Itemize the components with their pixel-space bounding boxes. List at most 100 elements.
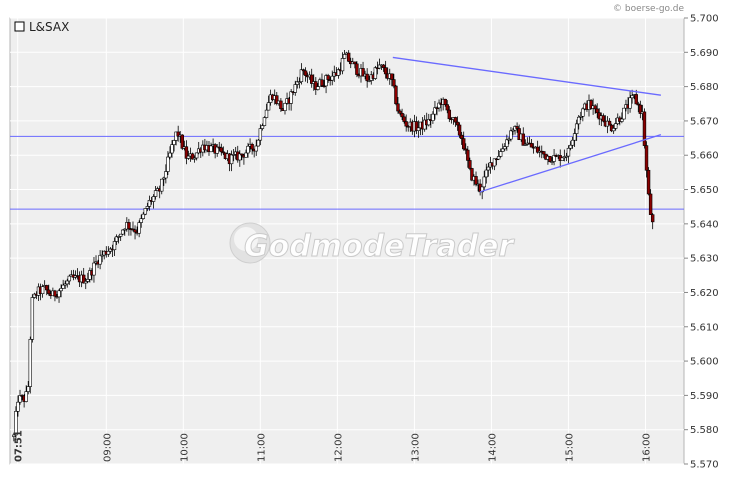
legend-swatch [14,21,25,32]
candle-body [151,196,156,202]
candle-body [568,144,573,149]
candle-body [180,134,184,149]
candle-body [81,274,86,284]
watermark-text: GodmodeTrader [244,229,515,264]
candle-body [414,121,419,131]
candle-body [279,100,283,110]
candle-body [443,98,447,105]
gridlines [10,17,684,465]
candle-body [168,152,172,158]
trend-line [392,56,661,96]
candle-body [572,133,577,141]
candle-body [295,81,300,85]
candle-body [505,139,509,147]
candle-body [100,254,104,257]
candle-body [353,61,357,65]
candle-body [215,146,219,154]
candle-body [404,121,408,127]
candle-body [250,143,254,150]
candle-body [482,176,486,188]
candle-body [416,127,421,131]
candle-body [484,169,488,178]
candle-body [503,146,507,150]
candle-body [392,79,396,87]
candle-body [139,218,143,223]
candle-body [63,283,67,286]
candle-body [53,290,57,297]
candle-body [365,73,369,82]
y-tick-label: 5.580 [690,425,719,436]
candle-body [324,75,328,87]
candle-body [266,102,271,111]
candle-body [153,190,158,197]
candle-body [59,288,63,292]
candle-body [322,85,326,88]
candle-body [28,339,32,387]
candle-body [121,229,125,235]
legend-label: L&SAX [29,20,69,34]
candle-body [84,281,88,284]
candle-body [638,104,643,114]
candle-body [145,206,150,209]
candle-body [190,153,195,160]
candle-body [609,124,614,132]
candle-body [166,156,170,172]
candle-body [316,86,320,90]
candle-body [238,153,242,161]
y-tick-label: 5.660 [690,151,719,162]
candle-body [468,160,472,169]
candle-body [464,148,468,151]
y-tick-label: 5.600 [690,357,719,368]
candle-body [523,144,528,146]
candle-body [634,94,638,105]
candle-body [435,107,439,110]
candle-body [275,95,279,104]
candle-body [123,228,127,231]
candle-body [646,169,651,195]
candle-body [486,166,491,171]
candle-body [431,113,435,121]
candle-body [437,102,441,109]
candle-body [221,151,226,154]
y-tick-label: 5.680 [690,82,719,93]
candle-body [361,68,365,77]
candle-body [367,80,371,82]
candle-body [309,74,314,84]
candle-body [176,131,180,137]
candle-body [445,104,449,111]
candle-body [127,222,131,230]
candle-body [601,115,606,122]
y-tick-label: 5.640 [690,219,719,230]
candle-body [383,67,388,75]
candle-body [118,233,123,237]
candle-body [330,75,334,81]
candlestick-series [12,50,655,442]
candle-body [26,386,30,392]
candle-body [355,63,359,75]
y-tick-label: 5.620 [690,288,719,299]
candle-body [650,214,655,223]
candle-body [400,112,404,118]
candle-body [170,144,174,154]
candle-body [566,147,571,157]
candle-body [394,85,398,105]
candle-body [593,105,597,110]
candle-body [326,75,330,80]
candle-body [346,52,351,62]
x-tick-label: 14:00 [487,433,498,462]
candle-body [577,116,581,125]
y-tick-label: 5.690 [690,48,719,59]
candle-body [92,262,96,276]
candle-body [381,64,386,68]
candle-body [47,289,51,295]
candle-body [303,70,308,76]
candle-body [535,146,540,153]
trend-lines [392,56,662,193]
candle-body [301,69,306,72]
candle-body [496,156,501,160]
candle-body [589,100,593,109]
candle-body [299,69,304,83]
candle-body [24,391,28,402]
candle-body [106,251,111,255]
